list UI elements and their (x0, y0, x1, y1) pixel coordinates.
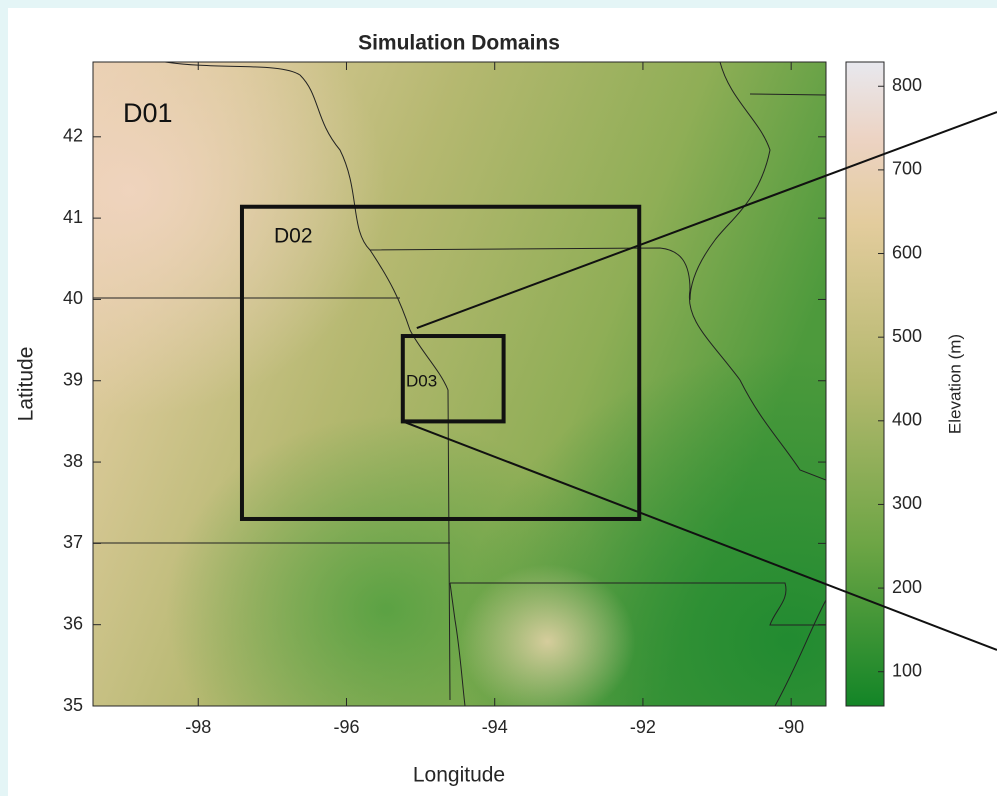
domain-label: D02 (274, 225, 313, 248)
domain-label: D01 (123, 98, 173, 128)
x-tick-label: -96 (333, 717, 359, 737)
y-tick-label: 35 (63, 695, 83, 715)
y-tick-label: 39 (63, 369, 83, 389)
figure: Simulation Domains Longitude Latitude El… (0, 0, 997, 796)
colorbar-label: Elevation (m) (945, 334, 964, 434)
colorbar-tick-label: 300 (892, 493, 922, 513)
colorbar-tick-label: 400 (892, 410, 922, 430)
x-tick-label: -98 (185, 717, 211, 737)
x-axis-label: Longitude (413, 764, 505, 787)
colorbar-tick-label: 700 (892, 159, 922, 179)
colorbar-tick-label: 800 (892, 75, 922, 95)
y-tick-label: 38 (63, 451, 83, 471)
y-tick-label: 42 (63, 126, 83, 146)
terrain (93, 62, 826, 706)
y-tick-label: 36 (63, 613, 83, 633)
y-tick-label: 37 (63, 532, 83, 552)
y-tick-label: 41 (63, 207, 83, 227)
chart-title: Simulation Domains (358, 32, 560, 55)
x-tick-label: -92 (630, 717, 656, 737)
page: {"chart_data": { "type": "map", "title":… (0, 0, 997, 796)
colorbar-tick-label: 200 (892, 577, 922, 597)
colorbar-tick-label: 100 (892, 660, 922, 680)
y-tick-label: 40 (63, 288, 83, 308)
colorbar-tick-label: 600 (892, 242, 922, 262)
x-tick-label: -94 (482, 717, 508, 737)
colorbar (846, 62, 884, 706)
colorbar-tick-label: 500 (892, 326, 922, 346)
y-axis-label: Latitude (15, 347, 38, 422)
domain-label: D03 (406, 371, 437, 390)
x-tick-label: -90 (778, 717, 804, 737)
